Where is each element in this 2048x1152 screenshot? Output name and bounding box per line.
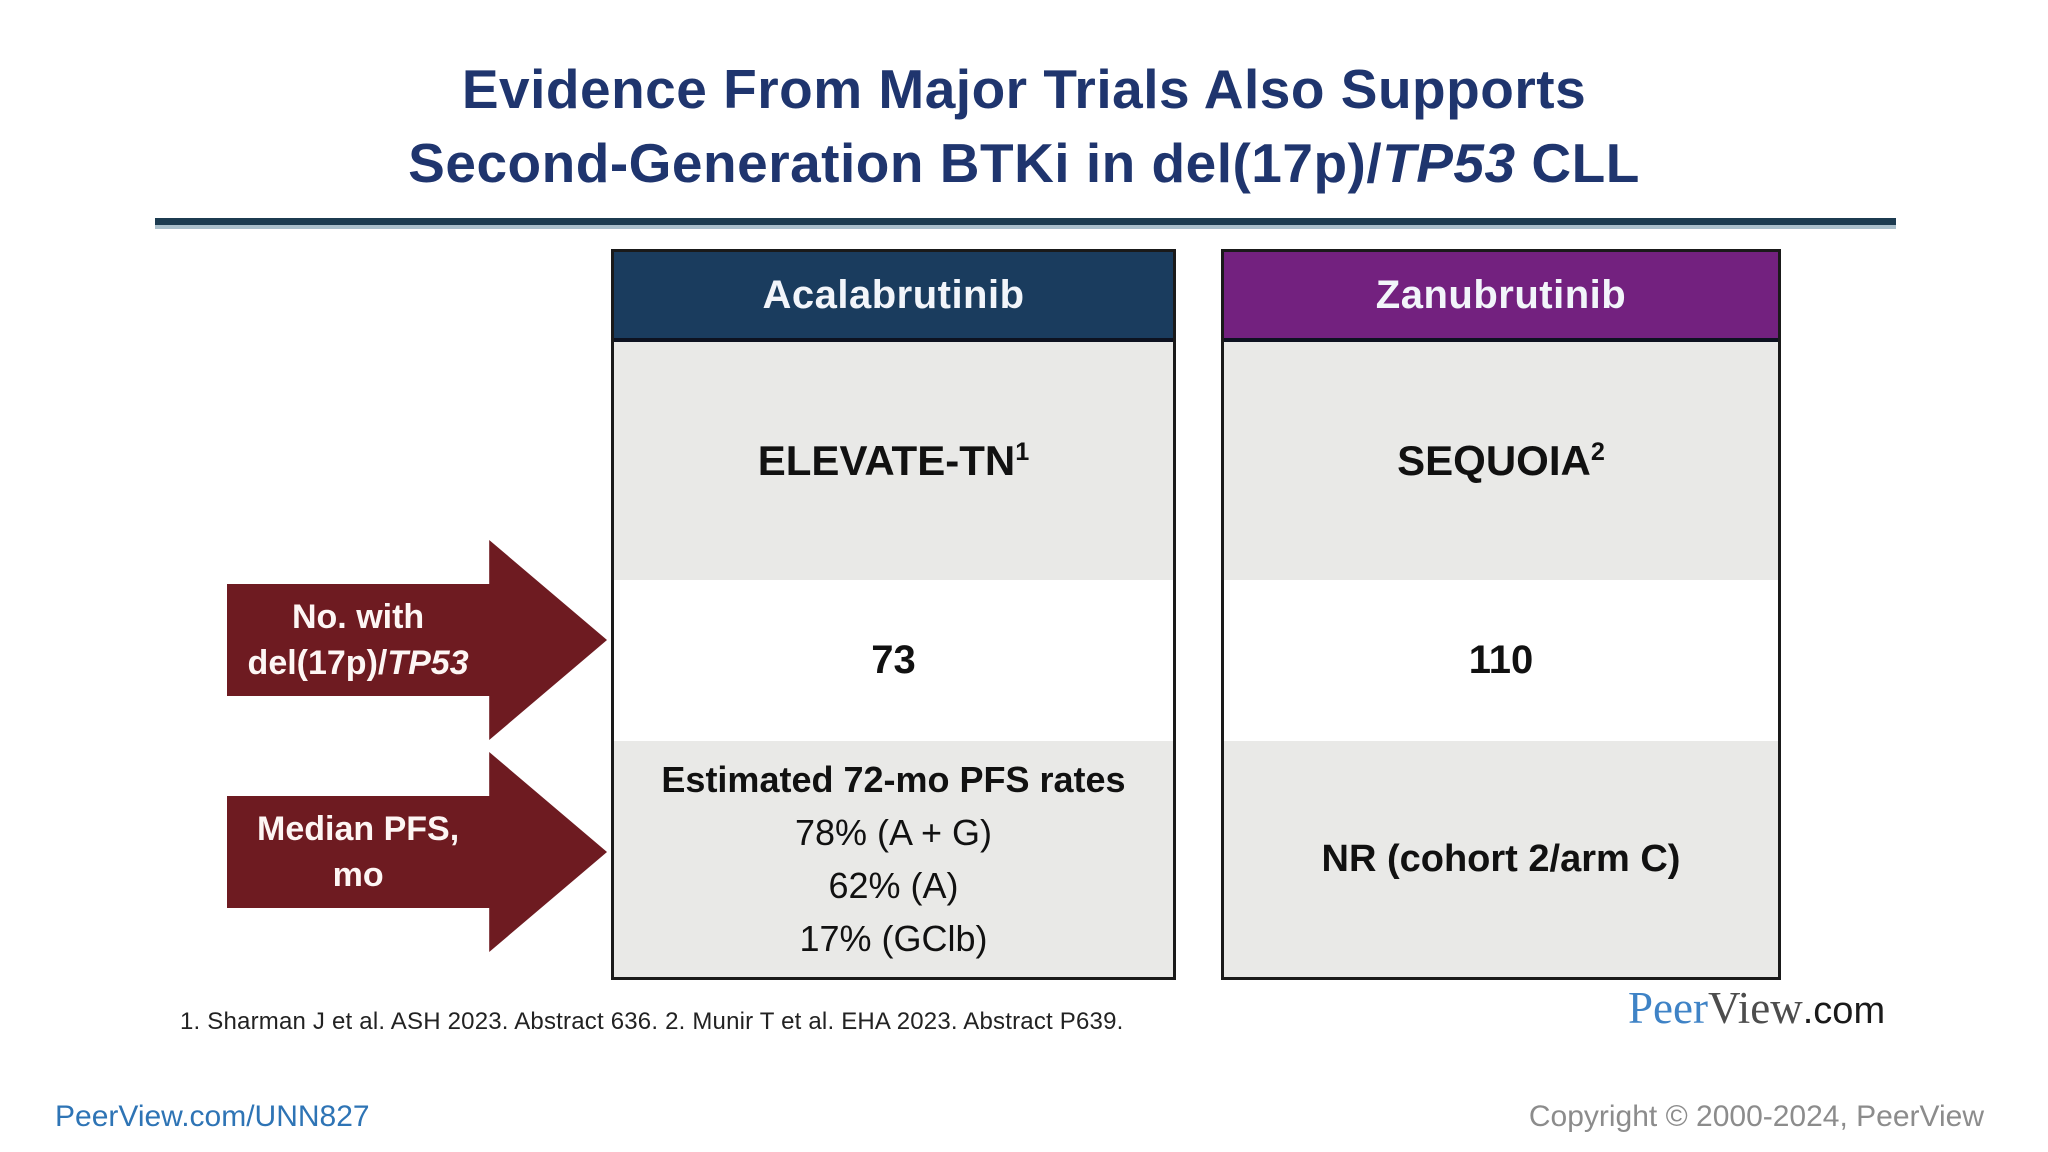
pfs-line: 78% (A + G) xyxy=(794,812,993,853)
column-zanubrutinib: Zanubrutinib SEQUOIA2 110 NR (cohort 2/a… xyxy=(1221,249,1781,980)
column-header-acalabrutinib: Acalabrutinib xyxy=(614,252,1173,342)
references-footnote: 1. Sharman J et al. ASH 2023. Abstract 6… xyxy=(180,1008,1124,1035)
column-header-zanubrutinib: Zanubrutinib xyxy=(1224,252,1778,342)
pfs-line: NR (cohort 2/arm C) xyxy=(1321,837,1681,880)
title-line-1: Evidence From Major Trials Also Supports xyxy=(461,58,1587,120)
title-underline xyxy=(155,218,1896,229)
cell-pfs-acalabrutinib: Estimated 72-mo PFS rates 78% (A + G) 62… xyxy=(614,741,1173,977)
cell-trial-acalabrutinib: ELEVATE-TN1 xyxy=(614,342,1173,580)
cell-pfs-zanubrutinib: NR (cohort 2/arm C) xyxy=(1224,741,1778,977)
row-label-pfs-text: Median PFS, mo xyxy=(257,810,460,894)
logo-peer: Peer xyxy=(1628,983,1708,1033)
row-label-arrow-n: No. with del(17p)/TP53 xyxy=(227,540,607,740)
cell-n-zanubrutinib: 110 xyxy=(1224,580,1778,741)
trial-footnote-ref: 1 xyxy=(1015,438,1030,466)
arrow-italic-gene: TP53 xyxy=(387,644,469,682)
row-label-arrow-pfs: Median PFS, mo xyxy=(227,752,607,952)
pfs-line: 62% (A) xyxy=(828,865,959,906)
trial-footnote-ref: 2 xyxy=(1590,438,1605,466)
peerview-program-link[interactable]: PeerView.com/UNN827 xyxy=(55,1100,370,1133)
copyright-text: Copyright © 2000-2024, PeerView xyxy=(1528,1100,1984,1133)
column-acalabrutinib: Acalabrutinib ELEVATE-TN1 73 Estimated 7… xyxy=(611,249,1176,980)
cell-n-acalabrutinib: 73 xyxy=(614,580,1173,741)
title-line-2: Second-Generation BTKi in del(17p)/TP53 … xyxy=(408,132,1640,194)
logo-com: .com xyxy=(1802,990,1886,1032)
logo-view: View xyxy=(1707,983,1803,1033)
page-title: Evidence From Major Trials Also Supports… xyxy=(0,52,2048,200)
row-label-n-text: No. with del(17p)/TP53 xyxy=(247,598,469,682)
pfs-line: 17% (GClb) xyxy=(799,918,988,959)
peerview-logo: PeerView.com xyxy=(1628,982,1885,1034)
pfs-line: Estimated 72-mo PFS rates xyxy=(661,759,1126,800)
cell-trial-zanubrutinib: SEQUOIA2 xyxy=(1224,342,1778,580)
title-italic-gene: TP53 xyxy=(1382,132,1516,194)
